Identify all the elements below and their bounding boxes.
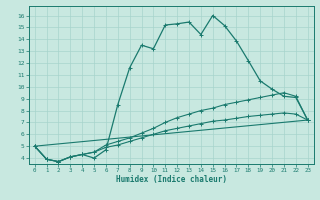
X-axis label: Humidex (Indice chaleur): Humidex (Indice chaleur) xyxy=(116,175,227,184)
